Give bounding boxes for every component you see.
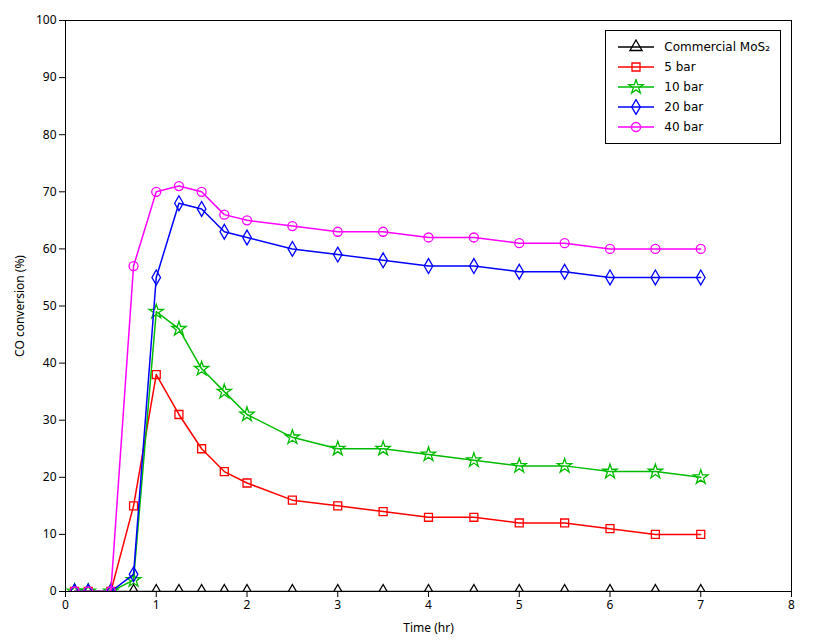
svg-text:100: 100 [36, 11, 57, 28]
html-text:Commercial MoS₂: Commercial MoS₂ [664, 40, 770, 54]
svg-text:0: 0 [50, 582, 57, 599]
svg-text:6: 6 [607, 596, 614, 613]
html-text:10 bar: 10 bar [664, 80, 704, 94]
svg-text:10: 10 [43, 525, 57, 542]
svg-text:40: 40 [43, 354, 57, 371]
html-text:40 bar: 40 bar [664, 120, 704, 134]
html-text:20 bar: 20 bar [664, 100, 704, 114]
svg-text:0: 0 [62, 596, 69, 613]
svg-text:70: 70 [43, 183, 57, 200]
svg-text:CO conversion (%): CO conversion (%) [11, 255, 28, 357]
svg-text:3: 3 [334, 596, 341, 613]
svg-text:60: 60 [43, 240, 57, 257]
html-text:5 bar: 5 bar [664, 60, 696, 74]
svg-text:2: 2 [244, 596, 251, 613]
svg-text:50: 50 [43, 297, 57, 314]
svg-text:4: 4 [425, 596, 432, 613]
svg-text:5: 5 [516, 596, 523, 613]
svg-text:90: 90 [43, 68, 57, 85]
svg-text:Time (hr): Time (hr) [403, 619, 454, 636]
svg-text:8: 8 [788, 596, 795, 613]
svg-text:1: 1 [153, 596, 160, 613]
svg-text:7: 7 [697, 596, 704, 613]
svg-text:30: 30 [43, 411, 57, 428]
svg-text:80: 80 [43, 126, 57, 143]
svg-text:20: 20 [43, 468, 57, 485]
